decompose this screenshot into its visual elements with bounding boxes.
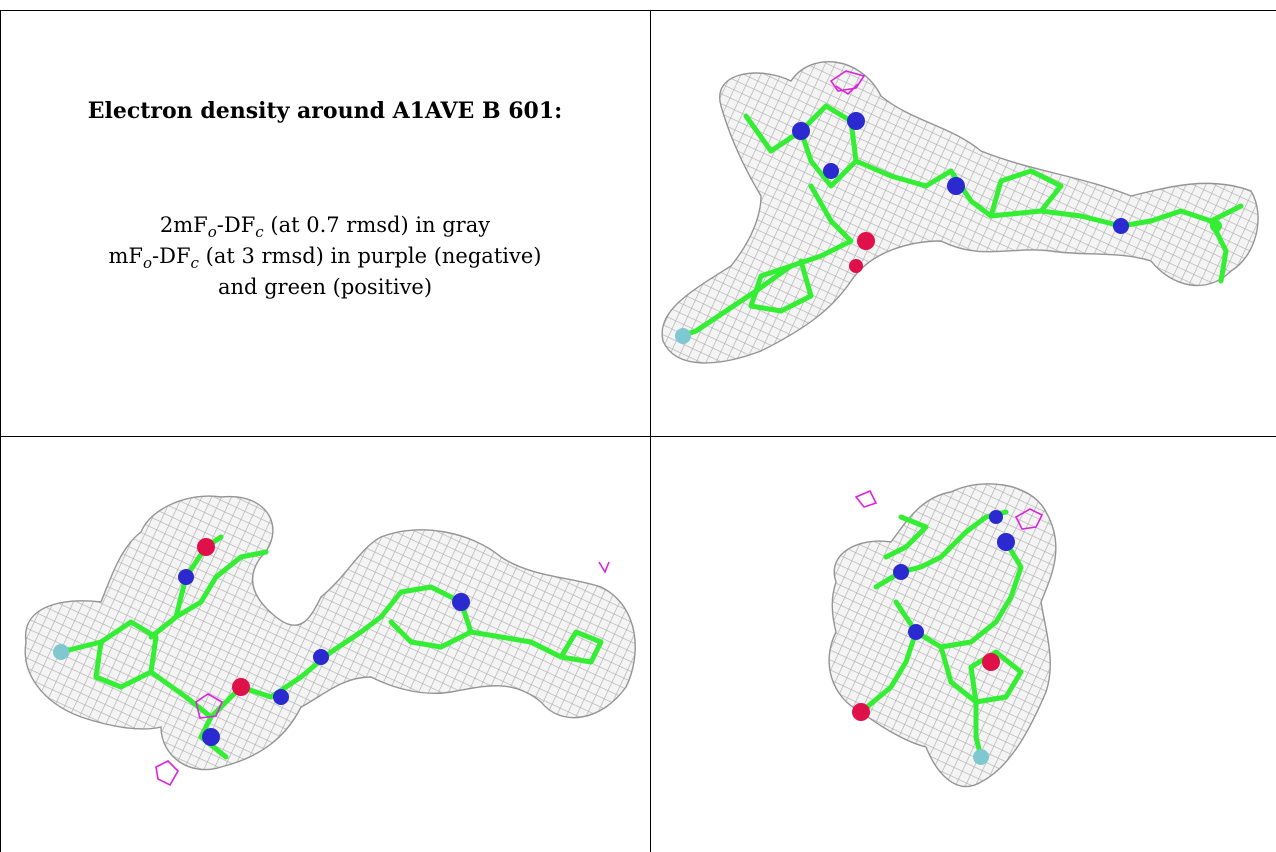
legend-text: 2mFo-DFc (at 0.7 rmsd) in gray mFo-DFc (… (0, 210, 650, 303)
bl-negative-density (155, 561, 610, 787)
table-divider-horizontal (0, 436, 1276, 437)
tr-negative-density (829, 70, 866, 96)
molecule-view-bottom-left-image (24, 495, 636, 787)
br-negative-density (854, 489, 1044, 530)
view-bottom-right (651, 437, 1276, 852)
bl-density-mesh (24, 495, 636, 771)
legend-panel: Electron density around A1AVE B 601: 2mF… (0, 10, 650, 436)
table-divider-vertical (650, 10, 651, 852)
br-atoms (852, 510, 1015, 765)
bl-atoms (53, 538, 470, 746)
tr-density-mesh (661, 61, 1259, 364)
panel-title: Electron density around A1AVE B 601: (87, 98, 563, 124)
view-bottom-left (1, 437, 650, 852)
legend-line-2: mFo-DFc (at 3 rmsd) in purple (negative) (108, 244, 542, 272)
tr-atoms (675, 112, 1222, 344)
table-border-top (0, 10, 1276, 11)
legend-line-3: and green (positive) (217, 275, 433, 299)
molecule-view-bottom-right-image (828, 483, 1057, 788)
molecule-view-top-right-image (661, 61, 1259, 364)
view-top-right (651, 11, 1276, 436)
legend-line-1: 2mFo-DFc (at 0.7 rmsd) in gray (159, 213, 491, 241)
table-border-left (0, 10, 1, 852)
